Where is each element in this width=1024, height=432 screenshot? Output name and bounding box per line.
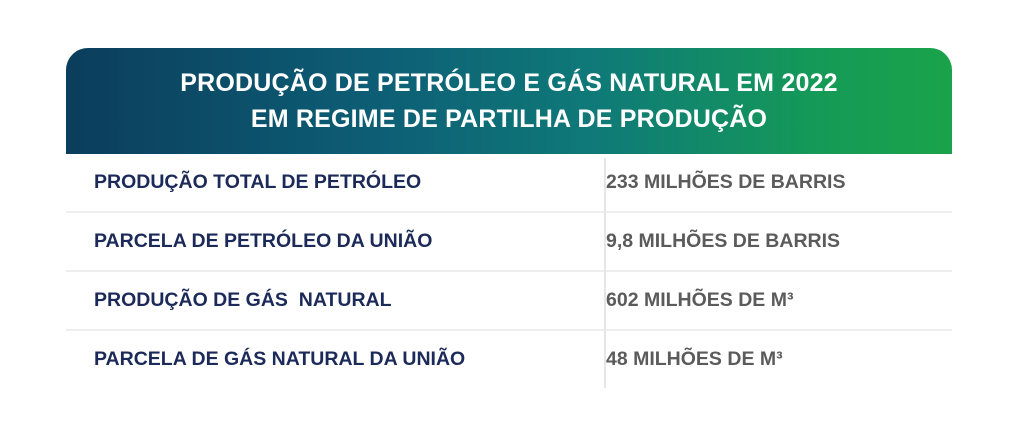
production-table: PRODUÇÃO TOTAL DE PETRÓLEO 233 MILHÕES D… <box>66 154 952 388</box>
row-label: PRODUÇÃO TOTAL DE PETRÓLEO <box>94 171 422 193</box>
row-value: 602 MILHÕES DE M³ <box>606 289 794 311</box>
card-header: PRODUÇÃO DE PETRÓLEO E GÁS NATURAL EM 20… <box>66 48 952 154</box>
row-value: 233 MILHÕES DE BARRIS <box>606 171 846 193</box>
table-row: PARCELA DE PETRÓLEO DA UNIÃO 9,8 MILHÕES… <box>66 213 952 272</box>
row-value: 48 MILHÕES DE M³ <box>606 348 783 370</box>
table-row: PRODUÇÃO TOTAL DE PETRÓLEO 233 MILHÕES D… <box>66 154 952 213</box>
column-divider <box>604 158 606 388</box>
production-summary-card: PRODUÇÃO DE PETRÓLEO E GÁS NATURAL EM 20… <box>66 48 952 388</box>
row-value: 9,8 MILHÕES DE BARRIS <box>606 230 841 252</box>
table-row: PARCELA DE GÁS NATURAL DA UNIÃO 48 MILHÕ… <box>66 331 952 388</box>
header-title-line-1: PRODUÇÃO DE PETRÓLEO E GÁS NATURAL EM 20… <box>180 69 838 97</box>
header-title-line-2: EM REGIME DE PARTILHA DE PRODUÇÃO <box>250 105 768 133</box>
row-label: PARCELA DE PETRÓLEO DA UNIÃO <box>94 230 433 252</box>
row-label: PRODUÇÃO DE GÁS NATURAL <box>94 289 392 311</box>
table-row: PRODUÇÃO DE GÁS NATURAL 602 MILHÕES DE M… <box>66 272 952 331</box>
row-label: PARCELA DE GÁS NATURAL DA UNIÃO <box>94 348 466 370</box>
